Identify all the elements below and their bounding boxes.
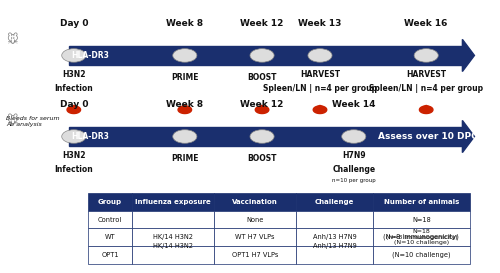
Polygon shape [178,106,192,114]
FancyBboxPatch shape [88,246,132,263]
Text: Infection: Infection [54,165,93,174]
Polygon shape [67,106,80,114]
FancyBboxPatch shape [88,211,132,229]
Text: Spleen/LN | n=4 per group: Spleen/LN | n=4 per group [263,84,377,93]
Text: Challenge: Challenge [315,199,354,205]
FancyBboxPatch shape [296,246,373,263]
Text: 🐭: 🐭 [6,34,18,45]
Polygon shape [313,106,326,114]
Text: Group: Group [98,199,122,205]
Polygon shape [420,106,433,114]
FancyBboxPatch shape [214,246,296,263]
Text: Day 0: Day 0 [60,19,88,28]
Text: Anh/13 H7N9: Anh/13 H7N9 [312,234,356,240]
Text: H7N9: H7N9 [342,151,365,160]
FancyBboxPatch shape [132,246,214,263]
FancyBboxPatch shape [214,193,296,211]
Text: 🐭: 🐭 [6,115,18,126]
Text: HK/14 H3N2: HK/14 H3N2 [153,243,193,249]
Text: BOOST: BOOST [248,154,277,163]
Circle shape [250,130,274,143]
Text: (N=8 immunogenicity): (N=8 immunogenicity) [384,234,460,241]
Text: N=18
(N=8 immunogenicity)
(N=10 challenge): N=18 (N=8 immunogenicity) (N=10 challeng… [386,229,457,245]
Circle shape [250,49,274,62]
Text: Assess over 10 DPC: Assess over 10 DPC [378,132,478,141]
Text: Week 8: Week 8 [166,19,203,28]
Text: Number of animals: Number of animals [384,199,459,205]
FancyBboxPatch shape [88,193,132,211]
Polygon shape [316,105,324,107]
FancyBboxPatch shape [132,193,214,211]
Text: Day 0: Day 0 [60,100,88,109]
Circle shape [173,130,197,143]
FancyBboxPatch shape [132,229,214,246]
Text: Influenza exposure: Influenza exposure [135,199,210,205]
Text: Vaccination: Vaccination [232,199,278,205]
Text: Week 13: Week 13 [298,19,342,28]
Text: (N=10 challenge): (N=10 challenge) [392,251,450,258]
FancyBboxPatch shape [373,211,470,229]
Text: Challenge: Challenge [332,165,376,174]
Text: Week 12: Week 12 [240,19,284,28]
Text: OPT1 H7 VLPs: OPT1 H7 VLPs [232,252,278,258]
Text: Infection: Infection [54,84,93,93]
FancyBboxPatch shape [373,229,470,246]
Text: HK/14 H3N2: HK/14 H3N2 [153,234,193,240]
Circle shape [62,130,86,143]
FancyBboxPatch shape [132,211,214,229]
FancyBboxPatch shape [373,246,470,263]
Text: Week 14: Week 14 [332,100,376,109]
Text: Bleeds for serum
Ab analysis: Bleeds for serum Ab analysis [6,116,60,127]
Text: WT: WT [104,234,116,240]
Text: Week 16: Week 16 [404,19,448,28]
FancyBboxPatch shape [296,229,373,246]
Polygon shape [181,105,188,107]
Polygon shape [462,120,474,153]
Text: HLA-DR3: HLA-DR3 [72,132,110,141]
Text: HLA-DR3: HLA-DR3 [72,51,110,60]
Text: None: None [246,216,264,222]
Polygon shape [70,105,78,107]
Text: Control: Control [98,216,122,222]
FancyBboxPatch shape [69,46,465,65]
Circle shape [62,49,86,62]
Text: OPT1: OPT1 [102,252,119,258]
Circle shape [342,130,366,143]
Text: n=10 per group: n=10 per group [332,178,376,183]
Text: PRIME: PRIME [171,154,198,163]
Polygon shape [422,105,430,107]
Text: N=18: N=18 [412,216,430,222]
Text: Week 12: Week 12 [240,100,284,109]
FancyBboxPatch shape [296,211,373,229]
Circle shape [308,49,332,62]
Text: HARVEST: HARVEST [300,70,340,79]
Text: BOOST: BOOST [248,73,277,82]
Text: Week 8: Week 8 [166,100,203,109]
Circle shape [173,49,197,62]
Text: PRIME: PRIME [171,73,198,82]
Text: HARVEST: HARVEST [406,70,446,79]
FancyBboxPatch shape [214,211,296,229]
Circle shape [414,49,438,62]
FancyBboxPatch shape [296,193,373,211]
Polygon shape [258,105,266,107]
Polygon shape [462,39,474,72]
Text: Spleen/LN | n=4 per group: Spleen/LN | n=4 per group [369,84,483,93]
FancyBboxPatch shape [373,193,470,211]
Text: Anh/13 H7N9: Anh/13 H7N9 [312,243,356,249]
FancyBboxPatch shape [88,229,132,246]
Text: WT H7 VLPs: WT H7 VLPs [235,234,275,240]
FancyBboxPatch shape [69,127,465,146]
Text: H3N2: H3N2 [62,70,86,79]
Polygon shape [256,106,269,114]
Text: H3N2: H3N2 [62,151,86,160]
FancyBboxPatch shape [214,229,296,246]
